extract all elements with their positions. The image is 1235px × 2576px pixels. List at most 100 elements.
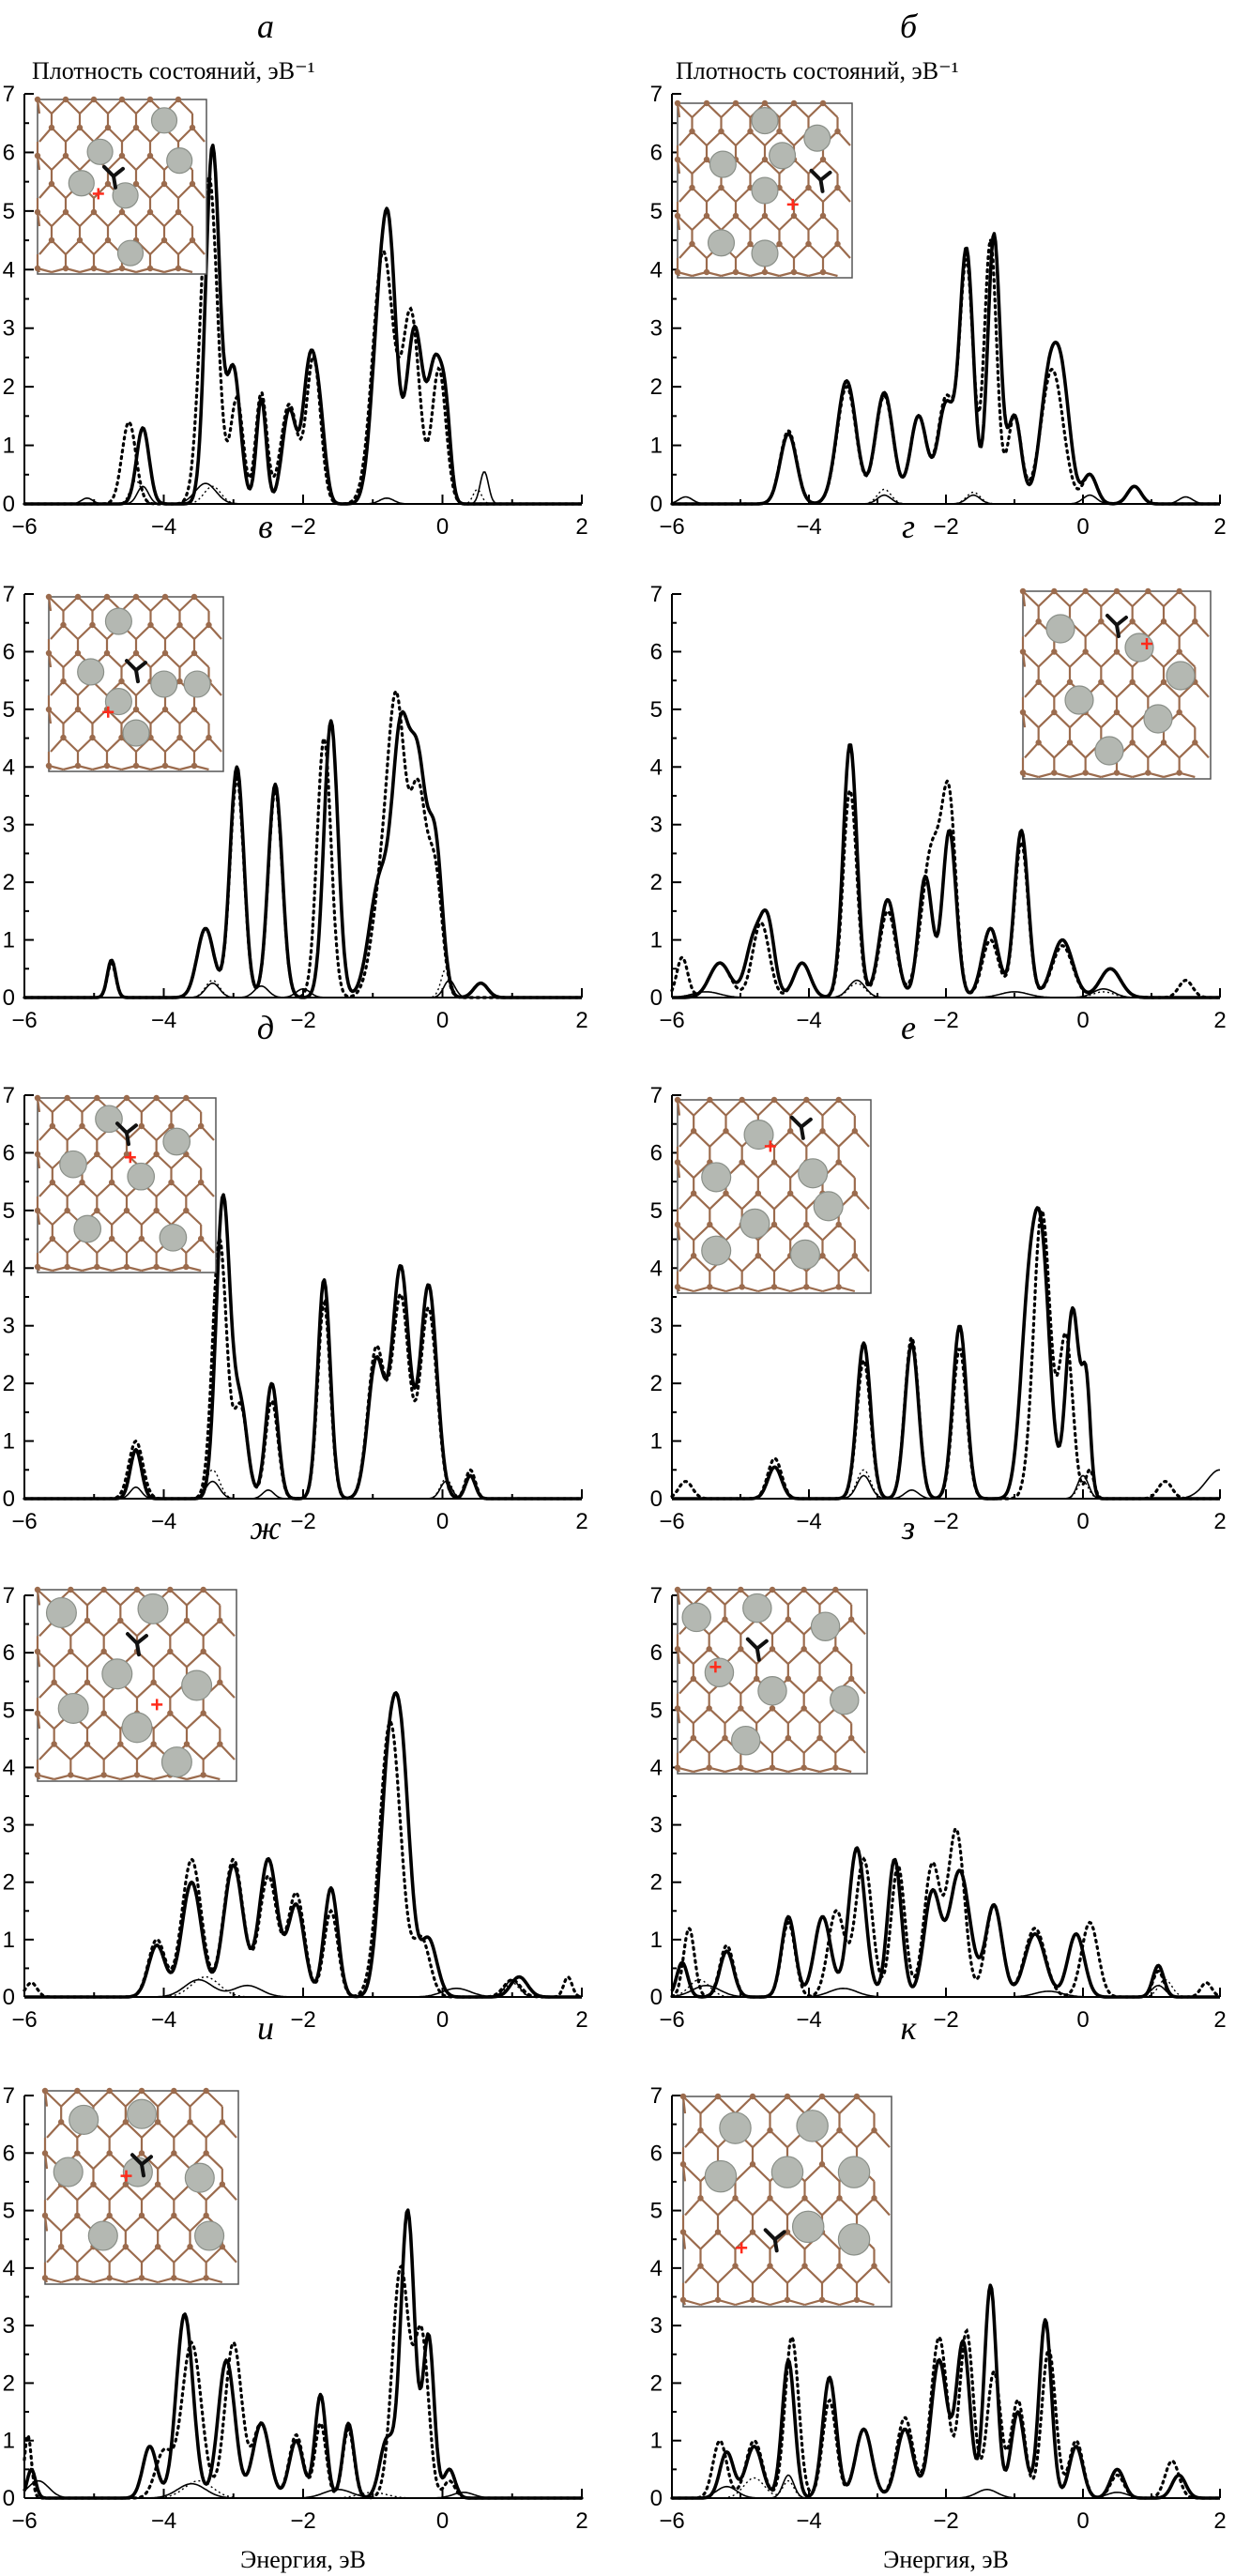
y-tick-label: 2 (3, 2370, 15, 2396)
y-tick-label: 0 (650, 985, 663, 1011)
series-line-thin-dotted (672, 488, 1220, 505)
y-axis-title: Плотность состояний, эВ⁻¹ (676, 57, 959, 84)
y-tick-label: 3 (650, 316, 663, 342)
y-tick-label: 0 (3, 1486, 15, 1512)
y-tick-label: 4 (650, 1256, 663, 1281)
x-tick-label: 2 (1213, 2508, 1226, 2534)
series-line-solid (23, 709, 583, 999)
y-tick-label: 4 (650, 755, 663, 780)
x-tick-label: −2 (290, 2007, 315, 2033)
y-tick-label: 2 (650, 374, 663, 400)
y-axis-title: Плотность состояний, эВ⁻¹ (32, 57, 315, 84)
panel-letter: к (901, 2009, 918, 2047)
x-tick-label: −2 (933, 2007, 958, 2033)
panel-letter: в (258, 508, 273, 545)
panel-letter: г (902, 508, 915, 545)
x-tick-label: −6 (11, 2508, 37, 2534)
y-tick-label: 7 (650, 1083, 663, 1108)
structure-inset (34, 96, 207, 275)
y-tick-label: 2 (650, 2370, 663, 2396)
series-line-solid (23, 1691, 583, 1999)
panel-6: ж 0 1 2 3 4 5 6 7 −6 −4 −2 0 2 (3, 1509, 588, 2033)
series-line-dotted (670, 1826, 1222, 1999)
series-line-solid (671, 743, 1221, 999)
y-tick-label: 3 (650, 1813, 663, 1838)
y-tick-label: 5 (3, 697, 15, 723)
x-tick-label: 0 (1076, 2508, 1089, 2534)
structure-inset (34, 1094, 217, 1273)
y-tick-label: 7 (650, 2083, 663, 2109)
y-tick-label: 3 (3, 2313, 15, 2339)
panel-5: е 0 1 2 3 4 5 6 7 −6 −4 −2 0 2 (650, 1009, 1227, 1534)
y-tick-label: 1 (650, 928, 663, 953)
y-tick-label: 1 (3, 1429, 15, 1455)
series-line-dotted (670, 2327, 1222, 2500)
x-tick-label: 2 (1213, 2007, 1226, 2033)
x-tick-label: −4 (796, 1509, 821, 1534)
y-tick-label: 0 (650, 492, 663, 517)
panel-2: в 0 1 2 3 4 5 6 7 −6 −4 −2 0 2 (3, 508, 588, 1033)
y-tick-label: 1 (3, 434, 15, 459)
y-tick-label: 1 (650, 1928, 663, 1953)
panel-3: г 0 1 2 3 4 5 6 7 −6 −4 −2 0 2 (650, 508, 1227, 1033)
y-tick-label: 5 (650, 1198, 663, 1224)
x-axis-title: Энергия, эВ (883, 2546, 1009, 2573)
y-tick-label: 0 (650, 2486, 663, 2511)
series-line-solid (671, 2283, 1221, 2500)
series-line-solid (670, 1846, 1221, 1999)
y-tick-label: 5 (3, 2199, 15, 2224)
x-tick-label: 2 (1213, 1509, 1226, 1534)
series-line-solid (671, 1206, 1221, 1501)
y-tick-label: 4 (650, 2256, 663, 2281)
structure-inset (1019, 587, 1212, 780)
series-line-solid (23, 144, 583, 506)
x-tick-label: −2 (933, 1008, 958, 1033)
panel-0: а Плотность состояний, эВ⁻¹ 0 1 2 3 4 5 6 7 −6 −4 −2… (3, 8, 588, 540)
y-tick-label: 1 (650, 2429, 663, 2454)
panel-9: к 0 1 2 3 4 5 6 7 −6 −4 −2 0 2 Энергия, эВ (650, 2009, 1227, 2573)
structure-inset (674, 1096, 872, 1294)
panel-letter: и (257, 2009, 274, 2047)
y-tick-label: 4 (3, 1256, 15, 1281)
y-tick-label: 4 (3, 2256, 15, 2281)
y-tick-label: 5 (650, 2199, 663, 2224)
panel-letter: з (901, 1509, 915, 1547)
y-tick-label: 2 (3, 1371, 15, 1396)
y-tick-label: 7 (650, 1583, 663, 1608)
x-tick-label: −2 (933, 514, 958, 540)
y-tick-label: 1 (650, 1429, 663, 1455)
y-tick-label: 6 (3, 1640, 15, 1666)
x-tick-label: −2 (290, 2508, 315, 2534)
x-tick-label: −6 (659, 2007, 684, 2033)
panel-7: з 0 1 2 3 4 5 6 7 −6 −4 −2 0 2 (650, 1509, 1227, 2033)
x-tick-label: −4 (151, 514, 176, 540)
structure-inset (674, 1586, 868, 1775)
y-tick-label: 5 (650, 1698, 663, 1723)
panel-1: б Плотность состояний, эВ⁻¹ 0 1 2 3 4 5 6 7 −6 −4 −2… (650, 8, 1227, 540)
y-tick-label: 0 (3, 1985, 15, 2010)
panel-letter: б (900, 8, 919, 45)
series-line-thin (672, 979, 1220, 998)
x-tick-label: −6 (11, 514, 37, 540)
y-tick-label: 3 (650, 813, 663, 838)
x-tick-label: 0 (436, 1008, 449, 1033)
x-tick-label: 0 (436, 2007, 449, 2033)
y-tick-label: 4 (3, 755, 15, 780)
y-tick-label: 2 (650, 1371, 663, 1396)
y-tick-label: 6 (3, 2141, 15, 2166)
y-tick-label: 7 (3, 1583, 15, 1608)
y-tick-label: 6 (650, 639, 663, 664)
x-tick-label: 0 (436, 1509, 449, 1534)
y-tick-label: 5 (3, 1198, 15, 1224)
x-tick-label: −6 (659, 1008, 684, 1033)
series-line-solid (671, 232, 1221, 506)
y-tick-label: 4 (3, 257, 15, 282)
y-tick-label: 7 (3, 2083, 15, 2109)
x-tick-label: −4 (151, 2508, 176, 2534)
series-line-thin (672, 2474, 1220, 2499)
x-tick-label: 2 (575, 1008, 587, 1033)
structure-inset (674, 99, 853, 279)
y-tick-label: 6 (650, 140, 663, 165)
y-tick-label: 2 (3, 374, 15, 400)
